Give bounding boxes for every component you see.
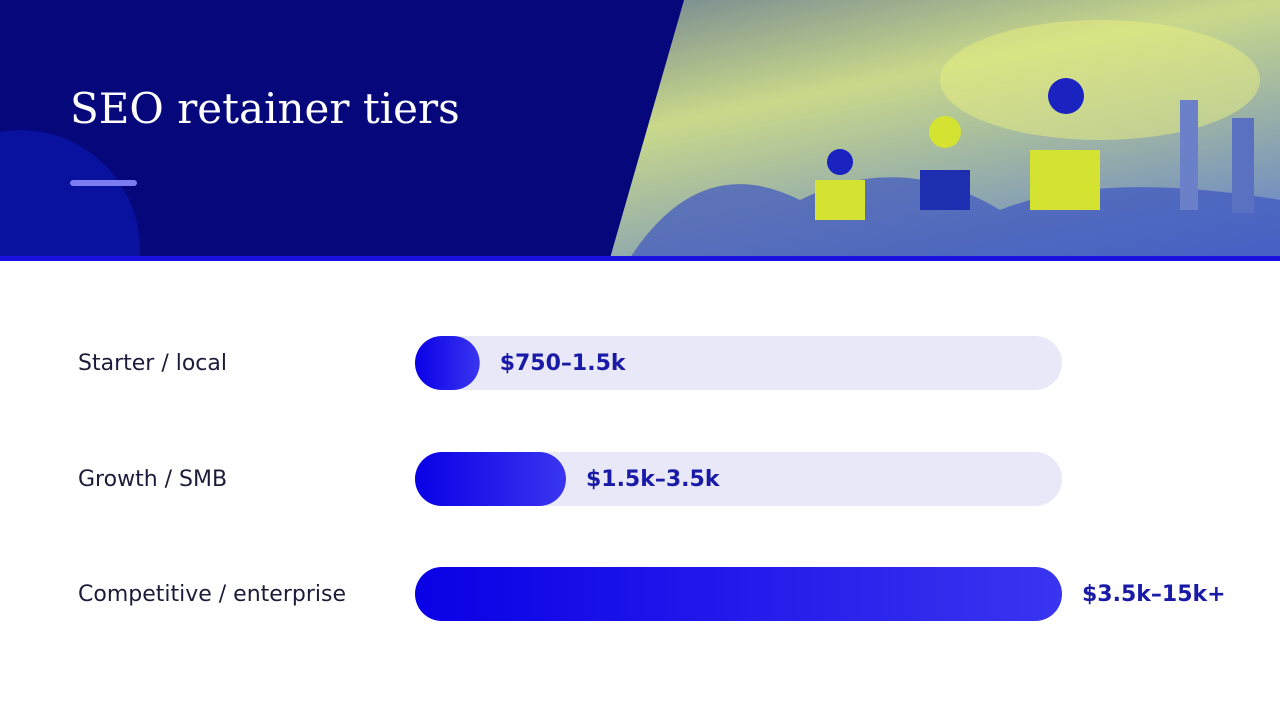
title-panel-shade <box>0 0 684 258</box>
value-label: $750–1.5k <box>500 351 627 376</box>
building <box>1232 118 1254 213</box>
bar <box>415 567 1062 621</box>
category-label: Growth / SMB <box>78 467 227 492</box>
header <box>0 0 1280 258</box>
podium <box>815 180 865 220</box>
accent-line <box>70 180 137 186</box>
hills <box>630 177 1280 258</box>
podium <box>1030 150 1100 210</box>
category-label: Competitive / enterprise <box>78 582 346 607</box>
orb <box>827 149 853 175</box>
glow <box>940 20 1260 140</box>
header-rule <box>0 256 1280 261</box>
value-label: $3.5k–15k+ <box>1082 582 1226 607</box>
bar <box>415 336 480 390</box>
building <box>1180 100 1198 210</box>
podium <box>920 170 970 210</box>
value-label: $1.5k–3.5k <box>586 467 721 492</box>
bar <box>415 452 566 506</box>
chart-title: SEO retainer tiers <box>70 84 460 133</box>
bar-track <box>415 452 1062 506</box>
category-label: Starter / local <box>78 351 227 376</box>
title-panel <box>0 0 684 258</box>
orb <box>929 116 961 148</box>
bar-track <box>415 336 1062 390</box>
deco-circle <box>0 130 140 258</box>
orb <box>1048 78 1084 114</box>
